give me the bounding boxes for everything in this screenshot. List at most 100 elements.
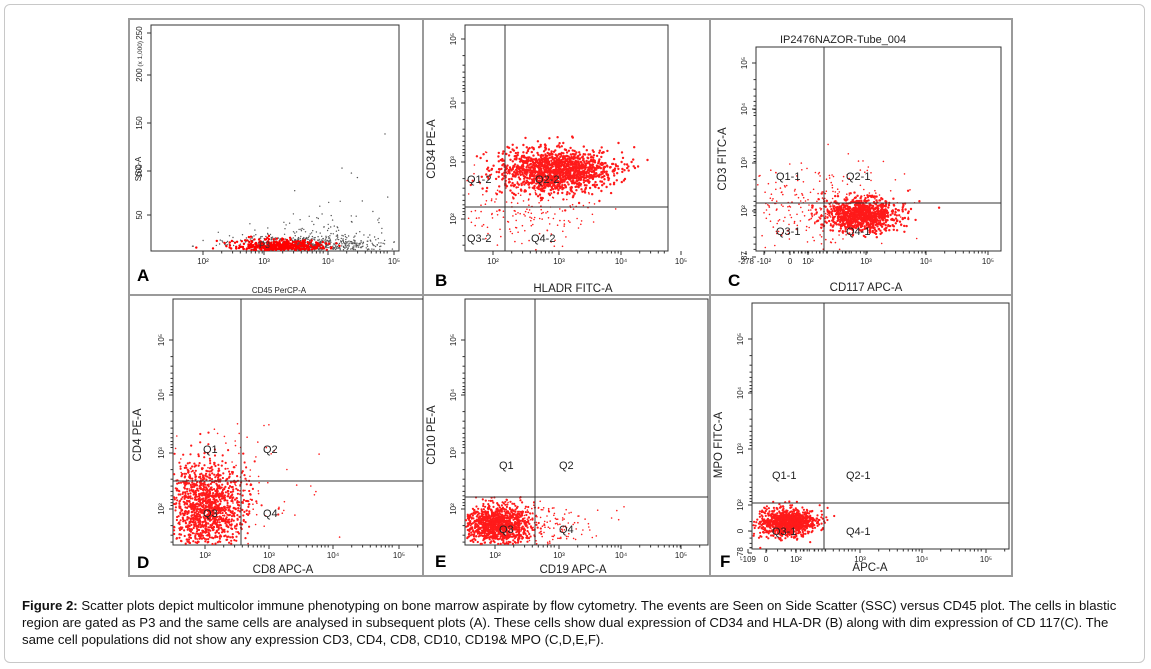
y-tick-label: 50 (135, 210, 144, 219)
event-scatter (757, 143, 918, 251)
x-axis-ticks: -109 0 10² 10³ 10⁴ 10⁵ (740, 549, 1006, 564)
x-tick-label: 10² (197, 257, 209, 266)
y-tick-label: 10⁵ (736, 333, 745, 345)
x-tick-label: 10² (487, 257, 499, 266)
quadrant-label: Q1 (203, 444, 218, 456)
event-scatter (249, 200, 383, 251)
panel-border (423, 295, 710, 576)
y-axis-ticks: 10⁵ 10⁴ 10³ 10² (449, 33, 465, 246)
y-tick-label: 10⁴ (449, 96, 458, 109)
quadrant-label: Q3-1 (776, 226, 800, 238)
panel-c-cd3-vs-cd117: -278 -10² 0 10² 10³ 10⁴ 10⁵ 10⁵ 10⁴ 10³ 10² -87 Q1-1… (710, 19, 1012, 295)
quadrant-label: Q3 (499, 524, 514, 536)
caption-text: Scatter plots depict multicolor immune p… (22, 598, 1117, 647)
x-tick-label: 10² (790, 555, 802, 564)
x-tick-label: 10⁵ (675, 257, 687, 266)
y-tick-label: 10³ (449, 156, 458, 168)
x-tick-label: 10³ (263, 551, 275, 560)
event-scatter (469, 497, 625, 545)
panel-a-svg: 10² 10³ 10⁴ 10⁵ 250 200 150 100 50 (x 1,000) P3 CD4… (129, 19, 423, 295)
y-axis-ticks: 10⁵ 10⁴ 10³ 10² (449, 334, 465, 543)
x-axis-ticks: 10² 10³ 10⁴ 10⁵ (489, 545, 701, 560)
y-axis-label: CD3 FITC-A (717, 127, 729, 191)
y-tick-label: 10⁵ (157, 334, 166, 346)
y-tick-label: 10⁵ (740, 57, 749, 69)
panel-letter: D (137, 553, 149, 572)
y-tick-label: 10⁴ (157, 388, 166, 401)
y-axis-label: CD10 PE-A (426, 405, 438, 465)
y-axis-label: MPO FITC-A (713, 411, 725, 478)
panel-d-cd4-vs-cd8: 10² 10³ 10⁴ 10⁵ 10⁵ 10⁴ 10³ 10² Q1 Q2 Q3 Q4 CD8 APC-… (129, 295, 424, 576)
event-scatter (294, 133, 389, 230)
x-tick-label: -109 (740, 555, 757, 564)
y-tick-label: 10³ (740, 157, 749, 169)
x-tick-label: 10² (199, 551, 211, 560)
quadrant-label: Q3-1 (772, 526, 796, 538)
quadrant-label: Q1-2 (467, 174, 491, 186)
panel-border (710, 19, 1012, 295)
panel-f-mpo-vs-apc: -109 0 10² 10³ 10⁴ 10⁵ 10⁵ 10⁴ 10³ 10² 0 -78 Q1-1 Q2-… (710, 295, 1012, 576)
y-tick-label: 10² (449, 213, 458, 225)
cd10-cd19-negative-population (465, 496, 543, 545)
quadrant-label: Q1-1 (772, 470, 796, 482)
y-axis-ticks: 250 200 150 100 50 (135, 26, 151, 219)
x-axis-ticks: 10² 10³ 10⁴ 10⁵ (199, 545, 419, 560)
event-scatter (174, 423, 341, 545)
panel-a-ssc-vs-cd45: 10² 10³ 10⁴ 10⁵ 250 200 150 100 50 (x 1,000) P3 CD4… (129, 19, 423, 295)
y-tick-label: 10³ (157, 447, 166, 459)
y-tick-label: 100 (135, 164, 144, 178)
y-multiplier-label: (x 1,000) (137, 41, 144, 67)
x-tick-label: -10² (757, 257, 772, 266)
x-axis-label: CD8 APC-A (253, 564, 314, 576)
x-axis-label: CD117 APC-A (830, 282, 903, 294)
panel-letter: F (720, 552, 730, 571)
panel-title: IP2476NAZOR-Tube_004 (780, 34, 906, 46)
y-tick-label: 0 (736, 528, 745, 533)
cd117-dim-population (810, 189, 941, 239)
x-tick-label: 10⁴ (615, 257, 628, 266)
panel-c-svg: -278 -10² 0 10² 10³ 10⁴ 10⁵ 10⁵ 10⁴ 10³ 10² -87 Q1-1… (710, 19, 1012, 295)
mpo-negative-population (752, 500, 836, 549)
caption-label: Figure 2: (22, 598, 78, 613)
panel-border (710, 295, 1012, 576)
y-tick-label: -78 (736, 547, 745, 559)
panel-d-svg: 10² 10³ 10⁴ 10⁵ 10⁵ 10⁴ 10³ 10² Q1 Q2 Q3 Q4 CD8 APC-… (129, 295, 424, 576)
x-tick-label: 10³ (553, 257, 565, 266)
quadrant-label: Q2-2 (535, 174, 559, 186)
panel-e-svg: 10² 10³ 10⁴ 10⁵ 10⁵ 10⁴ 10³ 10² Q1 Q2 Q3 Q4 CD19 APC… (423, 295, 710, 576)
panel-f-svg: -109 0 10² 10³ 10⁴ 10⁵ 10⁵ 10⁴ 10³ 10² 0 -78 Q1-1 Q2-… (710, 295, 1012, 576)
x-tick-label: -278 (738, 257, 755, 266)
quadrant-label: Q1 (499, 460, 514, 472)
quadrant-label: Q4 (263, 508, 278, 520)
quadrant-label: Q4-2 (531, 233, 555, 245)
x-tick-label: 10³ (860, 257, 872, 266)
x-axis-ticks: 10² 10³ 10⁴ 10⁵ (197, 251, 400, 266)
cd34-hladr-population (469, 135, 649, 212)
y-axis-ticks: 10⁵ 10⁴ 10³ 10² 0 -78 (736, 333, 752, 559)
plot-area (150, 24, 400, 252)
panel-letter: E (435, 552, 446, 571)
y-axis-ticks: 10⁵ 10⁴ 10³ 10² -87 (740, 57, 756, 263)
y-axis-label: SSC-A (134, 156, 143, 181)
y-tick-label: 250 (135, 26, 144, 40)
y-tick-label: 10² (157, 503, 166, 515)
y-tick-label: 10⁴ (736, 386, 745, 399)
y-tick-label: 200 (135, 68, 144, 82)
x-tick-label: 10⁴ (916, 555, 929, 564)
x-axis-label: CD19 APC-A (539, 564, 606, 576)
panel-border (129, 19, 423, 295)
x-tick-label: 10⁵ (980, 555, 992, 564)
x-tick-label: 10³ (258, 257, 270, 266)
quadrant-label: Q2-1 (846, 470, 870, 482)
quadrant-label: Q2-1 (846, 171, 870, 183)
x-tick-label: 10³ (553, 551, 565, 560)
x-tick-label: 10⁴ (327, 551, 340, 560)
y-tick-label: 10² (449, 503, 458, 515)
panel-letter: B (435, 271, 447, 290)
gate-label: P3 (259, 240, 270, 250)
panel-letter: C (728, 271, 740, 290)
y-tick-label: 150 (135, 116, 144, 130)
panel-e-cd10-vs-cd19: 10² 10³ 10⁴ 10⁵ 10⁵ 10⁴ 10³ 10² Q1 Q2 Q3 Q4 CD19 APC… (423, 295, 710, 576)
quadrant-label: Q4-1 (846, 226, 870, 238)
x-axis-label: HLADR FITC-A (533, 283, 613, 295)
